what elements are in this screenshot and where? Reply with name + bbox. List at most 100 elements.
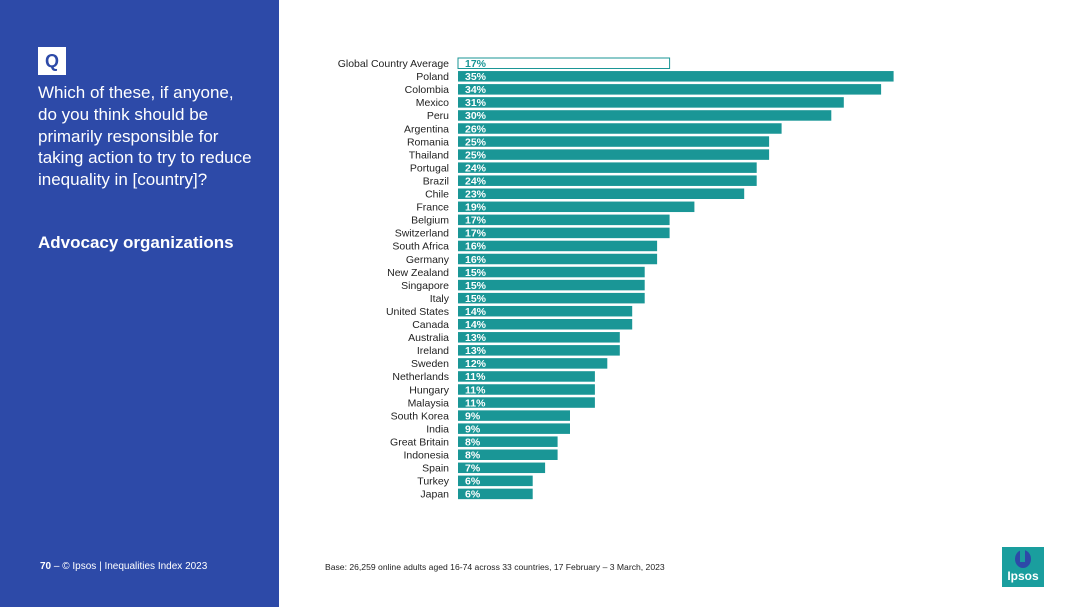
bar (458, 188, 745, 199)
bar (458, 436, 558, 447)
footer-separator: – (51, 561, 63, 572)
value-label: 25% (465, 136, 487, 148)
category-label: Australia (408, 332, 449, 344)
category-label: New Zealand (387, 267, 449, 279)
bar (458, 175, 757, 186)
category-label: Netherlands (392, 371, 449, 383)
category-label: Italy (430, 293, 450, 305)
value-label: 17% (465, 228, 487, 240)
copyright-text: © Ipsos | Inequalities Index 2023 (62, 561, 208, 572)
bar (458, 227, 670, 239)
value-label: 24% (465, 162, 487, 174)
bar (458, 410, 570, 421)
category-label: Germany (406, 254, 450, 266)
logo-notch-shape (1020, 550, 1025, 562)
question-text: Which of these, if anyone, do you think … (38, 83, 252, 190)
category-label: Canada (412, 319, 449, 331)
category-label: Mexico (416, 97, 449, 109)
bar (458, 332, 620, 343)
bar (458, 371, 595, 382)
value-label: 9% (465, 423, 481, 435)
bar (458, 266, 645, 278)
value-label: 6% (465, 489, 481, 501)
category-label: India (426, 423, 449, 435)
value-label: 11% (465, 397, 486, 409)
value-label: 9% (465, 410, 481, 422)
bar (458, 97, 844, 108)
sidebar: Q Which of these, if anyone, do you thin… (0, 0, 279, 607)
bar (458, 84, 882, 95)
question-badge: Q (38, 47, 66, 75)
category-label: Singapore (401, 280, 449, 292)
value-label: 15% (465, 267, 487, 279)
category-label: United States (386, 306, 449, 318)
bar (458, 397, 595, 408)
bar (458, 123, 782, 134)
category-label: Colombia (405, 84, 450, 96)
bar (458, 449, 558, 460)
category-label: Belgium (411, 215, 449, 227)
bar (458, 253, 658, 265)
bar (458, 279, 645, 291)
category-label: Switzerland (395, 228, 449, 240)
category-label: Romania (407, 136, 449, 148)
category-label: South Africa (392, 241, 449, 253)
value-label: 23% (465, 189, 487, 201)
footer-left: 70 – © Ipsos | Inequalities Index 2023 (40, 561, 207, 572)
value-label: 26% (465, 123, 487, 135)
value-label: 13% (465, 345, 487, 357)
value-label: 24% (465, 175, 487, 187)
category-label: Argentina (404, 123, 449, 135)
value-label: 25% (465, 149, 487, 161)
value-label: 13% (465, 332, 487, 344)
value-label: 7% (465, 463, 481, 475)
value-label: 15% (465, 293, 487, 305)
category-label: Poland (416, 71, 449, 83)
bar (458, 71, 894, 82)
value-label: 14% (465, 306, 487, 318)
bar (458, 384, 595, 395)
bar (458, 305, 633, 317)
bar (458, 358, 608, 369)
page-number: 70 (40, 561, 52, 572)
bar (458, 475, 533, 487)
value-label: 34% (465, 84, 487, 96)
category-label: France (416, 202, 449, 214)
category-label: Peru (427, 110, 449, 122)
category-label: Spain (422, 463, 449, 475)
category-label: Turkey (417, 476, 449, 488)
value-label: 8% (465, 436, 481, 448)
value-label: 35% (465, 71, 487, 83)
category-label: Indonesia (403, 450, 449, 462)
value-label: 17% (465, 215, 487, 227)
bar (458, 423, 570, 434)
category-label: Global Country Average (338, 58, 449, 70)
bar (458, 162, 757, 173)
value-label: 11% (465, 371, 486, 383)
category-label: Ireland (417, 345, 449, 357)
value-label: 11% (465, 384, 486, 396)
value-label: 14% (465, 319, 487, 331)
value-label: 15% (465, 280, 487, 292)
category-label: Thailand (409, 149, 449, 161)
category-label: Brazil (423, 175, 449, 187)
bar (458, 345, 620, 356)
answer-option-title: Advocacy organizations (38, 233, 234, 252)
category-label: Japan (420, 489, 449, 501)
bar (458, 240, 658, 252)
ipsos-logo: Ipsos (1002, 547, 1044, 587)
category-label: Malaysia (408, 397, 450, 409)
value-label: 16% (465, 241, 487, 253)
bar (458, 136, 770, 147)
bar (458, 214, 670, 226)
value-label: 31% (465, 97, 487, 109)
value-label: 17% (465, 58, 487, 70)
base-note: Base: 26,259 online adults aged 16-74 ac… (325, 562, 665, 572)
bar (458, 110, 832, 121)
value-label: 19% (465, 202, 487, 214)
bar (458, 292, 645, 304)
value-label: 12% (465, 358, 487, 370)
category-label: Great Britain (390, 436, 449, 448)
bar (458, 488, 533, 500)
logo-wordmark: Ipsos (1007, 569, 1039, 583)
